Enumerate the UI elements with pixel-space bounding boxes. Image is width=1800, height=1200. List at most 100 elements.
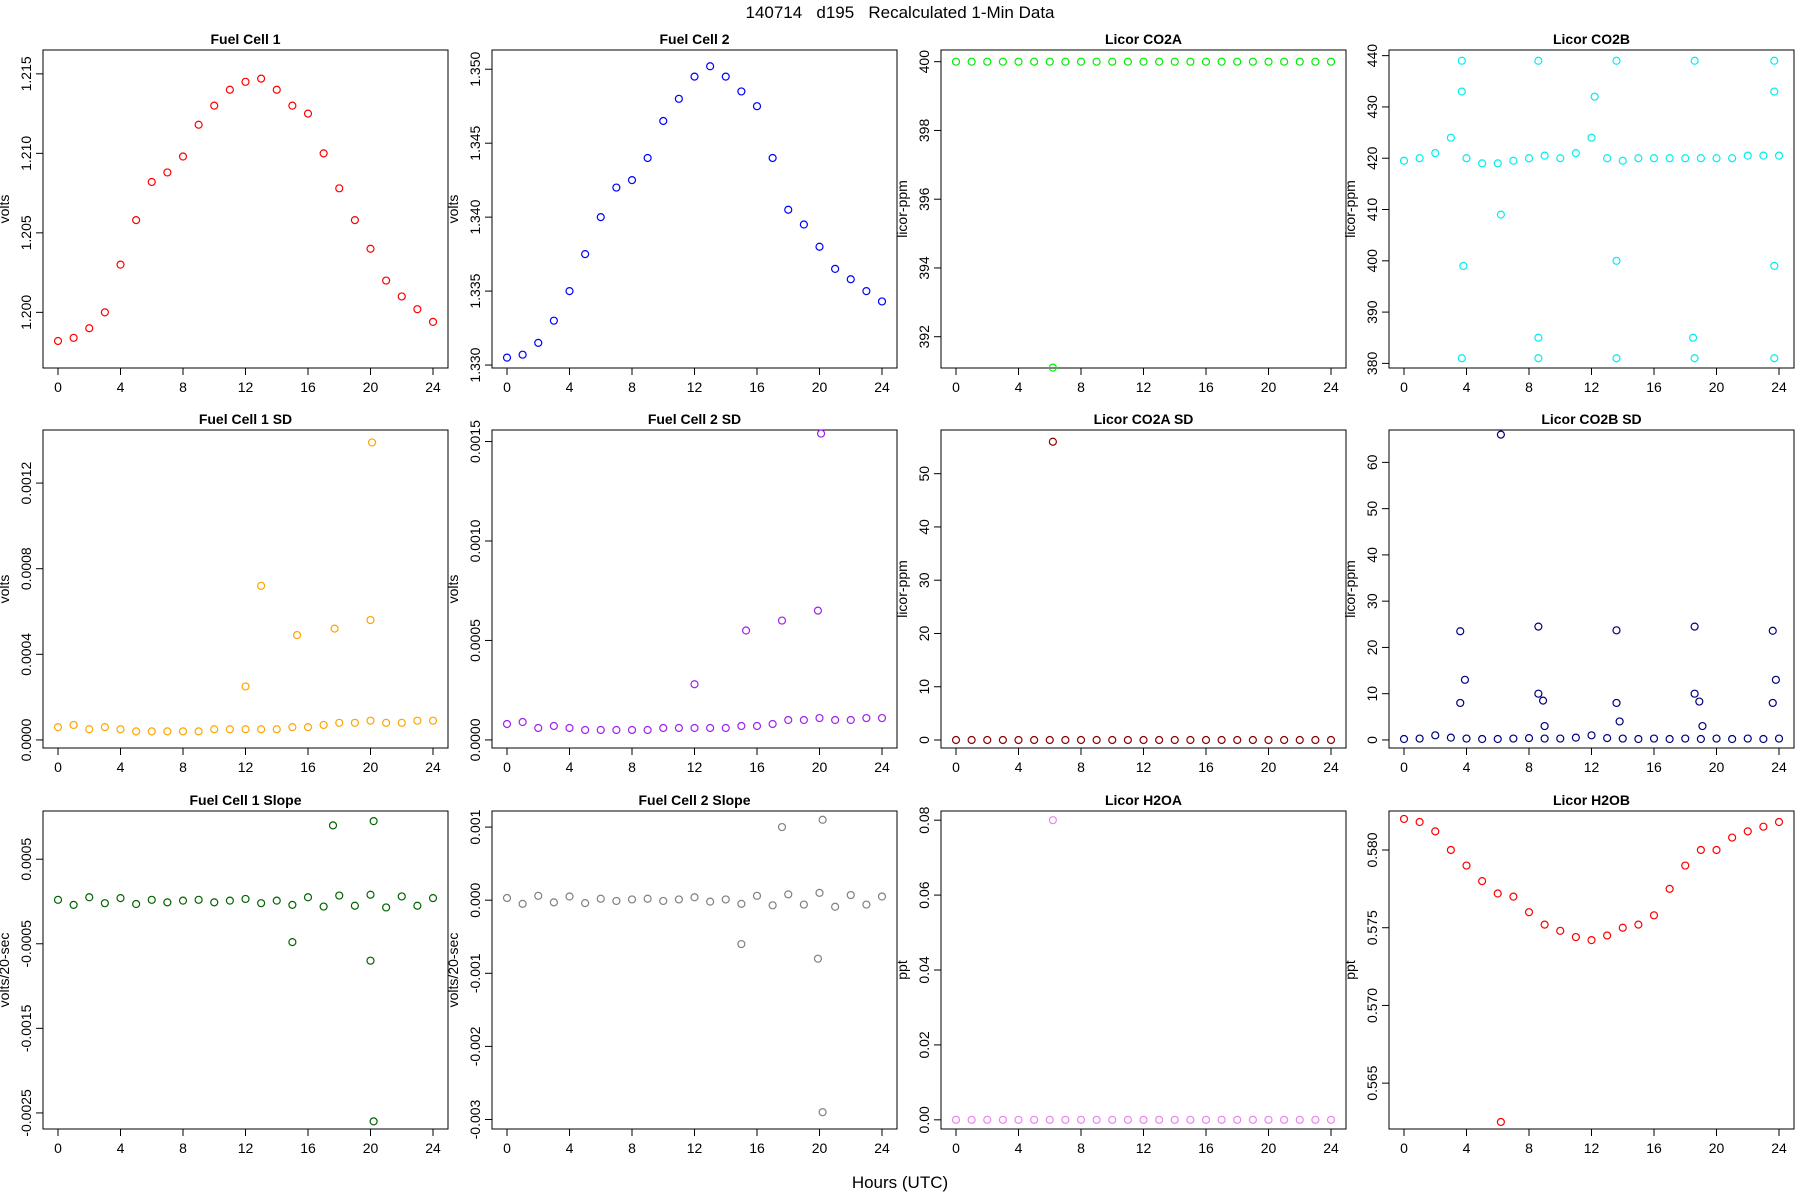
point (1014, 1115, 1023, 1124)
point (1092, 735, 1101, 745)
x-tick-label: 20 (1709, 379, 1725, 395)
point (1524, 908, 1534, 917)
panel-title: Fuel Cell 1 (210, 31, 280, 47)
points (1399, 814, 1784, 1127)
point (1728, 734, 1737, 744)
point (1446, 845, 1455, 855)
point (1534, 622, 1543, 631)
points (502, 62, 887, 362)
point (1295, 735, 1304, 745)
point (194, 895, 203, 904)
point (1048, 437, 1057, 446)
point (1534, 689, 1543, 698)
point (581, 250, 590, 259)
point (502, 893, 512, 903)
point (690, 72, 699, 81)
point (1326, 1115, 1336, 1124)
y-axis-label: ppt (1342, 960, 1358, 980)
x-tick-label: 0 (54, 379, 62, 395)
y-tick-label: 0.0004 (18, 633, 34, 676)
x-tick-label: 12 (238, 379, 254, 395)
point (69, 720, 78, 730)
point (1603, 931, 1612, 940)
y-tick-label: 398 (916, 119, 932, 143)
point (397, 718, 406, 727)
y-tick-label: 1.345 (467, 125, 483, 160)
point (1326, 57, 1336, 66)
y-tick-label: 400 (1364, 249, 1380, 273)
x-tick-label: 4 (1015, 379, 1023, 395)
point (350, 216, 359, 225)
point (951, 1115, 961, 1124)
point (428, 317, 438, 326)
x-tick-label: 12 (687, 1140, 703, 1156)
point (1045, 57, 1054, 66)
x-tick-label: 0 (952, 379, 960, 395)
point (816, 429, 826, 438)
x-tick-label: 16 (1646, 379, 1662, 395)
point (225, 896, 234, 905)
point (350, 718, 359, 727)
point (1264, 57, 1273, 66)
y-tick-label: 60 (1364, 454, 1380, 470)
point (1768, 698, 1777, 708)
point (1665, 154, 1674, 163)
point (1233, 1115, 1242, 1124)
panel-title: Fuel Cell 2 (659, 31, 729, 47)
point (1587, 936, 1596, 945)
point (1571, 733, 1580, 742)
point (1170, 57, 1179, 66)
y-tick-label: 394 (916, 256, 932, 280)
point (1108, 57, 1117, 66)
point (1201, 735, 1211, 745)
point (721, 895, 730, 904)
points (1399, 430, 1784, 744)
x-tick-label: 4 (1015, 1140, 1023, 1156)
x-tick-label: 20 (1261, 379, 1277, 395)
y-tick-label: 0.00 (916, 1106, 932, 1133)
y-tick-label: 0.570 (1364, 988, 1380, 1023)
point (367, 438, 377, 447)
point (428, 716, 438, 725)
point (1478, 159, 1487, 168)
point (1478, 734, 1487, 744)
point (627, 895, 637, 904)
y-tick-label: -0.001 (467, 953, 483, 993)
point (1045, 1115, 1054, 1124)
y-tick-label: 0.580 (1364, 832, 1380, 867)
point (831, 264, 840, 274)
point (1076, 57, 1086, 66)
y-tick-label: -0.002 (467, 1026, 483, 1066)
y-tick-label: 1.200 (18, 295, 34, 330)
x-tick-label: 24 (425, 379, 441, 395)
x-tick-label: 20 (363, 1140, 379, 1156)
x-tick-label: 16 (1198, 759, 1214, 775)
point (428, 894, 438, 903)
y-axis-label: volts/20-sec (445, 933, 461, 1008)
point (1186, 1115, 1195, 1124)
point (1690, 689, 1699, 698)
point (818, 1108, 827, 1117)
point (1217, 735, 1226, 745)
point (1603, 734, 1612, 743)
point (288, 101, 297, 110)
y-tick-label: -0.003 (467, 1099, 483, 1139)
x-tick-label: 12 (687, 759, 703, 775)
point (706, 723, 715, 733)
y-tick-label: 0.000 (467, 882, 483, 917)
point (225, 85, 234, 94)
point (1457, 87, 1466, 96)
point (1399, 814, 1409, 824)
y-tick-label: 50 (916, 466, 932, 482)
point (1712, 734, 1721, 743)
x-tick-label: 12 (238, 1140, 254, 1156)
point (1690, 56, 1699, 65)
x-tick-label: 8 (1077, 1140, 1085, 1156)
x-tick-label: 16 (1198, 379, 1214, 395)
x-tick-label: 24 (1771, 379, 1787, 395)
point (1759, 151, 1768, 160)
panel-title: Licor H2OA (1105, 792, 1182, 808)
point (319, 149, 328, 158)
y-tick-label: 0.001 (467, 809, 483, 844)
point (1030, 57, 1039, 66)
